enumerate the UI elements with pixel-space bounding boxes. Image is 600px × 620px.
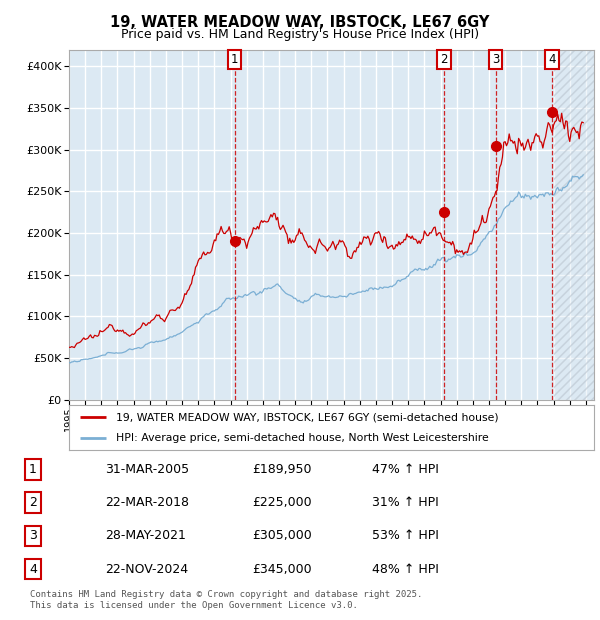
Text: 22-NOV-2024: 22-NOV-2024: [105, 563, 188, 576]
Text: 53% ↑ HPI: 53% ↑ HPI: [372, 529, 439, 542]
Text: £305,000: £305,000: [252, 529, 312, 542]
Text: Price paid vs. HM Land Registry's House Price Index (HPI): Price paid vs. HM Land Registry's House …: [121, 28, 479, 40]
Text: 3: 3: [492, 53, 499, 66]
Text: 2: 2: [440, 53, 448, 66]
Text: 31-MAR-2005: 31-MAR-2005: [105, 463, 189, 476]
Text: 31% ↑ HPI: 31% ↑ HPI: [372, 496, 439, 509]
Text: £225,000: £225,000: [252, 496, 311, 509]
Bar: [554, 50, 594, 400]
Text: 2: 2: [29, 496, 37, 509]
Text: 19, WATER MEADOW WAY, IBSTOCK, LE67 6GY: 19, WATER MEADOW WAY, IBSTOCK, LE67 6GY: [110, 16, 490, 30]
Text: Contains HM Land Registry data © Crown copyright and database right 2025.
This d: Contains HM Land Registry data © Crown c…: [30, 590, 422, 609]
Bar: [554, 50, 594, 400]
Text: 3: 3: [29, 529, 37, 542]
Text: 1: 1: [29, 463, 37, 476]
Text: £345,000: £345,000: [252, 563, 311, 576]
Text: £189,950: £189,950: [252, 463, 311, 476]
Text: 4: 4: [29, 563, 37, 576]
Text: 1: 1: [231, 53, 238, 66]
Text: 4: 4: [548, 53, 556, 66]
Text: 48% ↑ HPI: 48% ↑ HPI: [372, 563, 439, 576]
Text: 47% ↑ HPI: 47% ↑ HPI: [372, 463, 439, 476]
Text: 22-MAR-2018: 22-MAR-2018: [105, 496, 189, 509]
Text: 28-MAY-2021: 28-MAY-2021: [105, 529, 186, 542]
Text: 19, WATER MEADOW WAY, IBSTOCK, LE67 6GY (semi-detached house): 19, WATER MEADOW WAY, IBSTOCK, LE67 6GY …: [116, 412, 499, 422]
Text: HPI: Average price, semi-detached house, North West Leicestershire: HPI: Average price, semi-detached house,…: [116, 433, 489, 443]
